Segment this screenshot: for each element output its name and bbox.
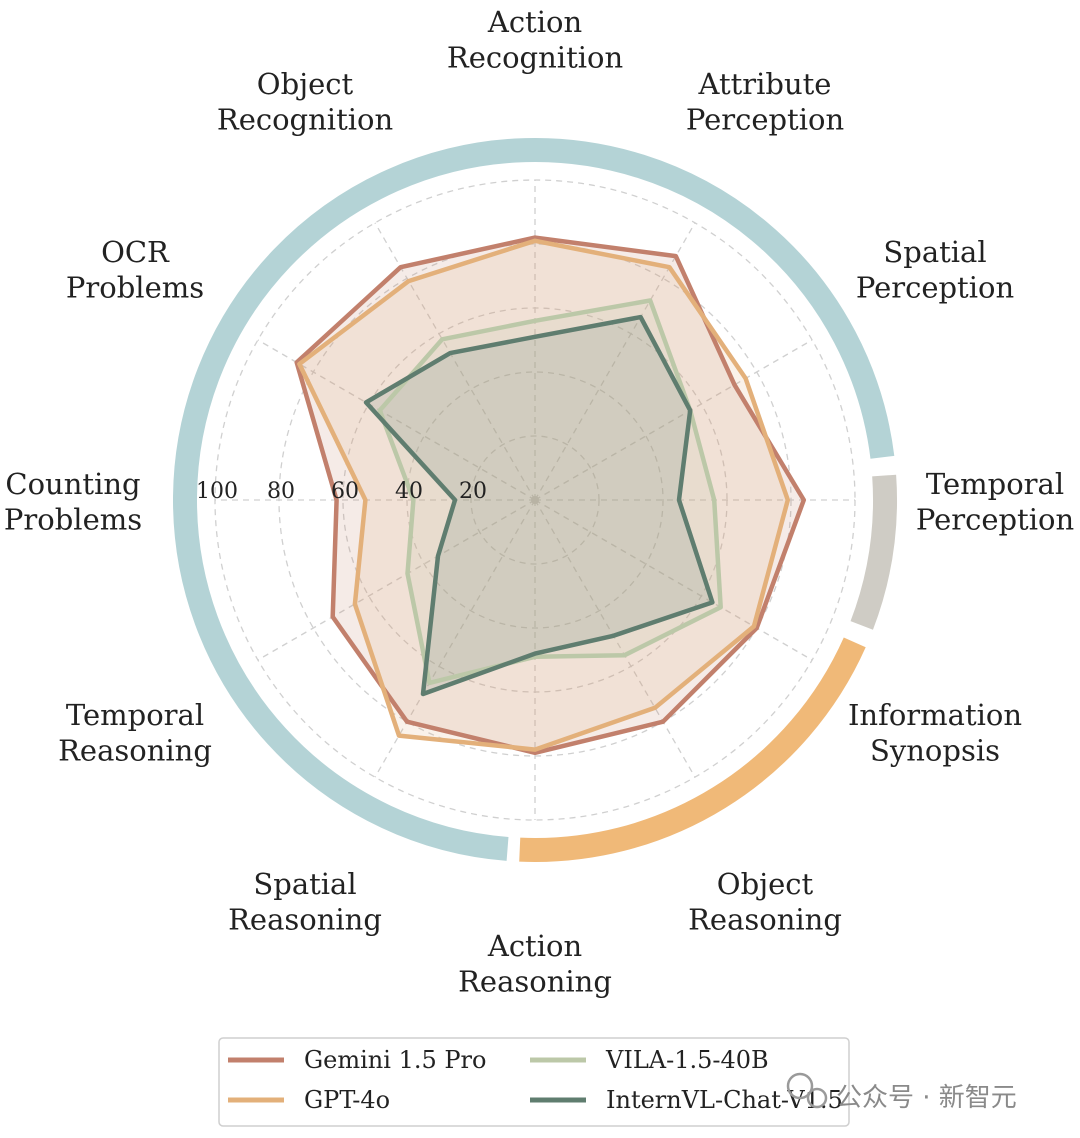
category-labels: Action Recognition Attribute Perception Spat…: [4, 5, 1074, 998]
watermark-text: 公众号 · 新智元: [836, 1083, 1017, 1113]
category-label: Information Synopsis: [848, 698, 1022, 767]
category-label: Spatial Reasoning: [228, 867, 382, 936]
grid-spoke: [257, 499, 536, 661]
grid-spoke: [534, 339, 813, 501]
category-label: Object Recognition: [217, 67, 393, 136]
legend: Gemini 1.5 Pro GPT-4o VILA-1.5-40B InternVL…: [218, 1037, 850, 1127]
category-label: OCR Problems: [66, 235, 204, 304]
wechat-icon: [786, 1072, 828, 1109]
category-label: Temporal Perception: [916, 467, 1074, 536]
radar-grid: [214, 179, 856, 821]
grid-spoke: [257, 339, 536, 501]
radial-tick-label: 20: [459, 479, 487, 504]
series-lines: [294, 235, 807, 756]
series-line-0: [294, 235, 807, 756]
radial-tick-label: 60: [331, 479, 359, 504]
legend-label: GPT-4o: [304, 1086, 390, 1114]
series-area-2: [379, 300, 721, 683]
grid-ring: [470, 435, 600, 565]
radial-tick-label: 80: [267, 479, 295, 504]
watermark: 公众号 · 新智元: [786, 1072, 1017, 1113]
category-label: Action Recognition: [447, 5, 623, 74]
category-group-arc-reasoning: [519, 637, 866, 862]
grid-center: [531, 496, 539, 504]
series-line-1: [297, 238, 791, 752]
radial-tick-label: 100: [196, 479, 238, 504]
category-group-arc-perception: [173, 138, 895, 861]
category-label: Temporal Reasoning: [58, 698, 212, 767]
legend-frame: [218, 1037, 850, 1127]
category-group-arc-synopsis: [850, 474, 897, 630]
category-label: Attribute Perception: [686, 67, 844, 136]
category-label: Action Reasoning: [458, 929, 612, 998]
category-label: Counting Problems: [4, 467, 142, 536]
legend-label: Gemini 1.5 Pro: [304, 1046, 486, 1074]
radial-tick-label: 40: [395, 479, 423, 504]
grid-spoke: [374, 499, 536, 778]
category-label: Object Reasoning: [688, 867, 842, 936]
grid-ring: [406, 371, 664, 629]
series-area-3: [366, 317, 713, 694]
legend-label: InternVL-Chat-V1.5: [606, 1086, 843, 1114]
grid-spoke: [534, 499, 696, 778]
category-label: Spatial Perception: [856, 235, 1014, 304]
series-line-3: [363, 314, 715, 697]
category-group-arcs: [173, 138, 897, 862]
radial-tick-labels: 20 40 60 80 100: [196, 479, 487, 504]
legend-label: VILA-1.5-40B: [605, 1046, 769, 1074]
grid-spoke: [534, 499, 813, 661]
